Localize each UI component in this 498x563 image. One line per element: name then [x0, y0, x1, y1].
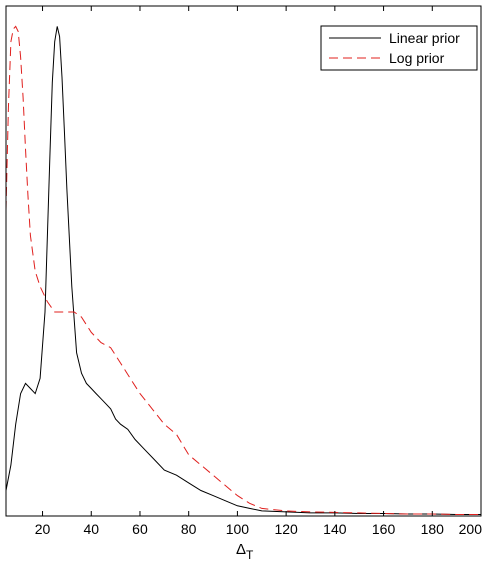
ticks-layer: 20 40 60 80 100 120 140 160 180 200	[35, 6, 482, 537]
x-tick-label-20: 20	[35, 521, 51, 537]
x-tick-label-180: 180	[421, 521, 445, 537]
x-tick-label-40: 40	[83, 521, 99, 537]
series-layer	[5, 25, 481, 515]
x-axis-label-subscript: T	[246, 548, 254, 562]
x-tick-label-200: 200	[459, 521, 483, 537]
axes-box	[5, 5, 482, 517]
x-tick-label-120: 120	[274, 521, 298, 537]
legend-box	[320, 25, 478, 71]
x-tick-label-60: 60	[132, 521, 148, 537]
x-tick-label-140: 140	[323, 521, 347, 537]
series-line-linear-prior	[5, 26, 481, 515]
x-tick-label-160: 160	[372, 521, 396, 537]
x-axis-label: ΔT	[236, 541, 254, 562]
x-axis-label-main: Δ	[236, 541, 246, 558]
legend: Linear prior Log prior	[320, 25, 478, 71]
series-line-log-prior	[5, 25, 481, 515]
legend-label-log-prior: Log prior	[389, 50, 445, 66]
legend-label-linear-prior: Linear prior	[389, 30, 460, 46]
x-tick-label-80: 80	[181, 521, 197, 537]
x-tick-label-100: 100	[226, 521, 250, 537]
